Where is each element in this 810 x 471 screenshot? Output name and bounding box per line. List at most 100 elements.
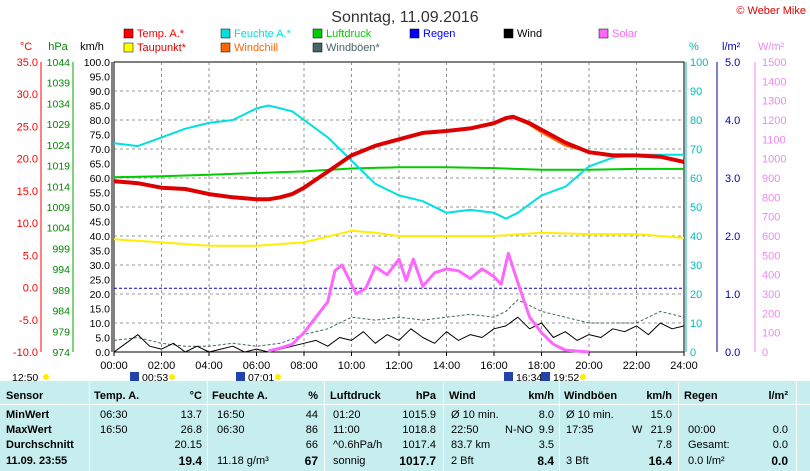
- unit-rain: l/m²: [722, 41, 741, 53]
- tick-solar: 100: [762, 328, 780, 340]
- tick-wind: 0.0: [95, 347, 110, 359]
- tick-wind: 5.0: [95, 333, 110, 345]
- legend-label-1: Feuchte A.*: [234, 28, 292, 40]
- sun-icon: [275, 374, 281, 380]
- tick-wind: 85.0: [90, 101, 111, 113]
- marker-icon: [504, 372, 513, 381]
- marker-label: 16:34: [516, 372, 542, 381]
- tick-pressure: 999: [52, 243, 70, 255]
- legend-label-4: Wind: [517, 28, 542, 40]
- cell-pres-v: 1017.4: [402, 439, 436, 451]
- tick-pressure: 984: [52, 306, 70, 318]
- header-wind-unit: km/h: [528, 390, 554, 402]
- header-humidity: Feuchte A.: [212, 390, 268, 402]
- tick-wind: 45.0: [90, 217, 111, 229]
- cell-temp-t: 06:30: [100, 409, 128, 421]
- cell-hum-t: 16:50: [217, 409, 245, 421]
- x-tick-label: 08:00: [290, 360, 318, 372]
- tick-solar: 300: [762, 289, 780, 301]
- cell-gust-v: 16.4: [648, 454, 672, 468]
- series-solar: [268, 251, 590, 354]
- tick-temp: 25.0: [17, 121, 38, 133]
- cell-rain-t: 00:00: [688, 424, 716, 436]
- cell-label: MaxWert: [6, 424, 52, 436]
- weather-chart: Sonntag, 11.09.2016 © Weber Mike Temp. A…: [12, 5, 806, 381]
- tick-humidity: 30: [690, 260, 702, 272]
- header-pressure-unit: hPa: [415, 390, 436, 402]
- tick-temp: -10.0: [13, 347, 38, 359]
- tick-pressure: 1014: [47, 181, 71, 193]
- sun-icon: [580, 374, 586, 380]
- x-tick-label: 02:00: [148, 360, 176, 372]
- tick-humidity: 0: [690, 347, 696, 359]
- marker-label: 00:53: [142, 372, 168, 381]
- tick-temp: 0.0: [23, 283, 38, 295]
- cell-hum-v: 44: [305, 409, 318, 421]
- legend-label-0: Temp. A.*: [137, 28, 185, 40]
- cell-wind-v: 8.0: [538, 409, 554, 421]
- cell-label: Durchschnitt: [6, 439, 74, 451]
- unit-temp: °C: [20, 41, 32, 53]
- cell-label: MinWert: [6, 409, 50, 421]
- marker-label: 07:01: [248, 372, 274, 381]
- series-group: [113, 104, 685, 354]
- tick-wind: 70.0: [90, 144, 111, 156]
- legend-swatch-4: [503, 28, 514, 39]
- tick-solar: 200: [762, 308, 780, 320]
- tick-pressure: 1004: [47, 223, 71, 235]
- tick-temp: 10.0: [17, 218, 38, 230]
- cell-wind-t: 22:50: [451, 424, 479, 436]
- cell-pres-v: 1018.8: [402, 424, 436, 436]
- legend-swatch-8: [312, 42, 323, 53]
- table-row: MaxWert 16:50 26.8 06:30 86 11:00 1018.8 22:50 N…: [0, 423, 810, 438]
- header-temp: Temp. A.: [94, 390, 140, 402]
- tick-humidity: 50: [690, 202, 702, 214]
- legend-swatch-3: [409, 28, 420, 39]
- header-gust: Windböen: [564, 390, 618, 402]
- tick-temp: 5.0: [23, 250, 38, 262]
- tick-humidity: 40: [690, 231, 702, 243]
- legend-swatch-2: [312, 28, 323, 39]
- tick-wind: 100.0: [84, 57, 110, 69]
- tick-humidity: 20: [690, 289, 702, 301]
- tick-rain: 3.0: [725, 173, 740, 185]
- cell-rain-t: Gesamt:: [688, 439, 730, 451]
- tick-wind: 60.0: [90, 173, 111, 185]
- tick-humidity: 100: [690, 57, 708, 69]
- tick-temp: 15.0: [17, 186, 38, 198]
- header-temp-unit: °C: [189, 390, 202, 402]
- axis-units: °C hPa km/h% l/m² W/m²: [20, 41, 785, 53]
- marker-icon: [130, 372, 139, 381]
- tick-rain: 0.0: [725, 347, 740, 359]
- tick-wind: 10.0: [90, 318, 111, 330]
- tick-rain: 4.0: [725, 115, 740, 127]
- tick-wind: 20.0: [90, 289, 111, 301]
- tick-humidity: 80: [690, 115, 702, 127]
- unit-humidity: %: [689, 41, 699, 53]
- cell-wind-v: 3.5: [538, 439, 554, 451]
- tick-wind: 25.0: [90, 275, 111, 287]
- cell-wind-v: 9.9: [538, 424, 554, 436]
- tick-pressure: 1034: [47, 98, 71, 110]
- cell-pres-v: 1017.7: [399, 454, 436, 468]
- tick-temp: 30.0: [17, 89, 38, 101]
- tick-wind: 35.0: [90, 246, 111, 258]
- cell-temp-v: 13.7: [180, 409, 202, 421]
- x-tick-label: 14:00: [433, 360, 461, 372]
- cell-gust-v: 21.9: [650, 424, 672, 436]
- header-rain: Regen: [684, 390, 718, 402]
- tick-solar: 900: [762, 173, 780, 185]
- cell-pres-t: 11:00: [333, 424, 360, 436]
- header-pressure: Luftdruck: [330, 390, 381, 402]
- legend-swatch-6: [123, 42, 134, 53]
- tick-pressure: 1024: [47, 140, 71, 152]
- marker-label: 19:52: [553, 372, 579, 381]
- cell-gust-v: 7.8: [656, 439, 672, 451]
- tick-temp: -5.0: [19, 315, 38, 327]
- series-feuchte-a: [113, 104, 684, 220]
- tick-pressure: 1029: [47, 119, 71, 131]
- marker-icon: [236, 372, 245, 381]
- cell-rain-v: 0.0: [772, 439, 788, 451]
- legend-swatch-7: [220, 42, 231, 53]
- y-axes: 35.0 30.0 25.0 20.0 15.0 10.0 5.0 0.0 -5.0 -10.0 1…: [13, 57, 787, 359]
